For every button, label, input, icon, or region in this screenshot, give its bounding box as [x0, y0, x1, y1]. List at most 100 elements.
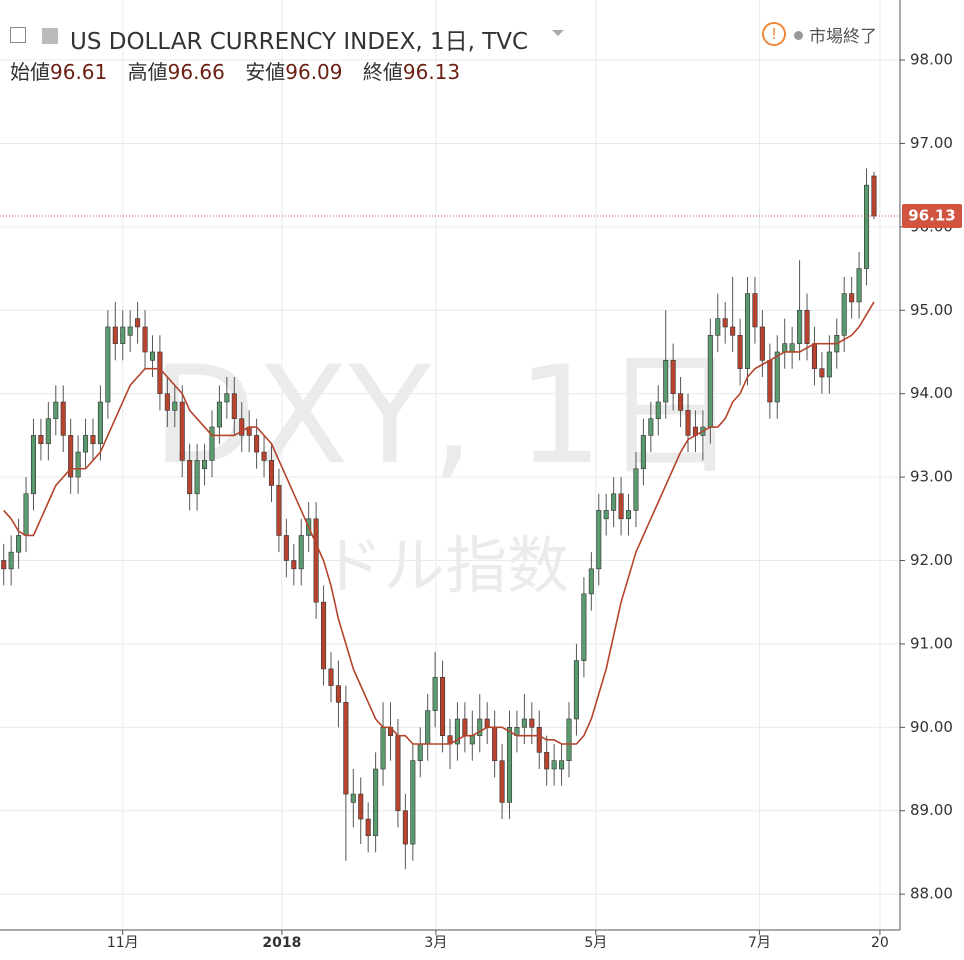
candle-body	[417, 743, 423, 761]
watermark: DXY, 1日	[152, 337, 738, 494]
candle-body	[16, 535, 22, 553]
candle-body	[335, 685, 341, 703]
candle-body	[863, 184, 870, 269]
candle-body	[625, 510, 632, 520]
chart-header: US DOLLAR CURRENCY INDEX, 1日, TVC ! 市場終了…	[0, 0, 900, 90]
y-tick-label: 95.00	[910, 301, 953, 319]
candle-body	[477, 718, 483, 736]
status-dot	[794, 31, 803, 40]
y-tick-label: 94.00	[910, 384, 953, 402]
candle-body	[469, 735, 475, 745]
candle-body	[722, 318, 728, 328]
candle-body	[484, 718, 490, 728]
candle-body	[8, 551, 14, 570]
x-tick-label: 2018	[262, 935, 301, 951]
candle-body	[715, 318, 721, 336]
candle-body	[506, 727, 513, 803]
x-tick-label: 3月	[424, 935, 447, 951]
candle-body	[559, 760, 565, 770]
candle-body	[38, 435, 44, 445]
candle-body	[670, 360, 676, 394]
candle-body	[142, 326, 148, 353]
last-price-label: 96.13	[908, 207, 955, 225]
candle-body	[767, 360, 773, 403]
candle-body	[492, 727, 498, 761]
chart-title[interactable]: US DOLLAR CURRENCY INDEX, 1日, TVC	[70, 29, 529, 55]
low-value: 96.09	[285, 60, 343, 84]
candle-body	[120, 326, 126, 344]
candle-body	[618, 493, 624, 520]
candle-body	[298, 535, 304, 570]
y-tick-label: 98.00	[910, 51, 953, 69]
candle-body	[83, 435, 89, 453]
candle-body	[648, 418, 654, 436]
candle-body	[826, 351, 832, 378]
x-tick-label: 20	[871, 935, 889, 951]
candle-body	[678, 393, 684, 411]
watermark: ドル指数	[321, 529, 569, 602]
open-label: 始値	[10, 60, 50, 84]
high-value: 96.66	[167, 60, 225, 84]
candle-body	[752, 293, 758, 328]
candle-body	[127, 326, 133, 336]
y-tick-label: 88.00	[910, 885, 953, 903]
candle-body	[499, 760, 505, 803]
x-tick-label: 5月	[584, 935, 607, 951]
high-label: 高値	[127, 60, 168, 84]
candle-body	[45, 418, 51, 445]
candle-body	[819, 368, 825, 378]
candle-body	[276, 485, 282, 536]
candle-body	[60, 401, 66, 436]
candle-body	[871, 175, 877, 217]
candle-body	[603, 510, 609, 520]
candle-body	[730, 326, 736, 336]
candle-body	[1, 560, 7, 570]
candle-body	[343, 701, 349, 795]
expand-icon[interactable]	[10, 27, 26, 43]
candle-body	[358, 793, 364, 820]
candle-body	[239, 418, 245, 436]
x-tick-label: 7月	[748, 935, 771, 951]
moving-average	[3, 301, 875, 745]
candle-body	[737, 335, 743, 369]
candle-body	[789, 343, 795, 353]
candle-body	[149, 351, 156, 361]
candle-body	[194, 460, 200, 495]
candle-body	[685, 410, 691, 436]
candle-body	[759, 326, 765, 361]
candle-body	[23, 493, 29, 536]
candle-body	[268, 460, 275, 486]
candle-body	[410, 760, 416, 845]
candle-body	[321, 601, 327, 670]
candle-body	[544, 752, 550, 770]
candle-body	[224, 393, 230, 403]
candle-body	[797, 309, 803, 344]
candle-body	[97, 401, 103, 445]
candle-body	[216, 401, 222, 428]
candle-body	[849, 293, 855, 303]
candle-body	[105, 326, 111, 403]
low-label: 安値	[245, 60, 286, 84]
candle-body	[655, 401, 661, 420]
y-tick-label: 89.00	[910, 801, 953, 819]
candle-body	[707, 335, 713, 428]
candle-body	[611, 493, 617, 511]
candle-body	[350, 793, 356, 803]
candle-body	[187, 460, 193, 495]
last-price-box	[902, 204, 962, 229]
candle-body	[313, 518, 319, 603]
y-tick-label: 93.00	[910, 468, 953, 486]
candle-body	[440, 676, 446, 736]
alert-icon[interactable]: !	[762, 22, 786, 46]
candle-body	[782, 343, 788, 353]
market-status: 市場終了	[809, 27, 877, 47]
candle-body	[573, 660, 579, 720]
candle-body	[529, 718, 535, 728]
candle-body	[209, 426, 215, 461]
candle-body	[640, 435, 646, 470]
candle-body	[53, 401, 59, 420]
candle-body	[283, 535, 289, 561]
candle-body	[202, 460, 208, 470]
dropdown-caret[interactable]	[552, 30, 564, 36]
candle-body	[588, 568, 594, 595]
